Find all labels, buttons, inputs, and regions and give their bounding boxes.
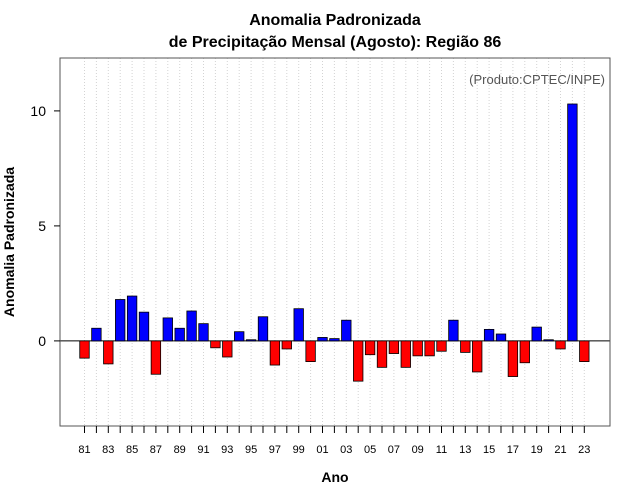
bar-1984 — [115, 299, 126, 342]
x-tick-label: 81 — [78, 444, 90, 456]
x-tick-label: 01 — [316, 444, 328, 456]
y-tick-label: 10 — [30, 103, 46, 119]
x-tick-label: 91 — [197, 444, 209, 456]
bar-1987 — [150, 340, 162, 375]
bar-2021 — [555, 340, 566, 350]
bar-1997 — [269, 340, 281, 366]
bar-2012 — [448, 319, 459, 342]
bar-1988 — [162, 317, 173, 342]
x-tick-label: 05 — [364, 444, 376, 456]
bar-2011 — [436, 340, 447, 352]
bar-1991 — [198, 323, 209, 342]
bar-1982 — [91, 327, 102, 342]
x-tick-label: 87 — [150, 444, 162, 456]
bar-2017 — [507, 340, 519, 377]
bar-2022 — [567, 103, 578, 342]
bar-2000 — [305, 340, 316, 362]
x-tick-label: 13 — [459, 444, 471, 456]
y-axis: 0 5 10 — [30, 103, 60, 349]
bar-1989 — [174, 327, 185, 342]
x-axis-title: Ano — [321, 469, 348, 485]
bar-1994 — [234, 331, 245, 342]
x-tick-label: 97 — [269, 444, 281, 456]
bar-2007 — [388, 340, 400, 354]
bar-1996 — [257, 316, 269, 342]
x-tick-label: 21 — [554, 444, 566, 456]
bar-1995 — [245, 339, 257, 342]
bar-2004 — [353, 340, 364, 382]
y-axis-title: Anomalia Padronizada — [1, 167, 17, 317]
bar-1983 — [103, 340, 114, 365]
bar-2014 — [472, 340, 483, 373]
bar-2016 — [495, 333, 507, 342]
bar-1998 — [281, 340, 292, 350]
bar-1990 — [186, 310, 197, 342]
x-tick-label: 07 — [388, 444, 400, 456]
x-tick-label: 93 — [221, 444, 233, 456]
bar-2019 — [531, 326, 542, 342]
bar-2006 — [376, 340, 388, 368]
bar-2013 — [460, 340, 471, 353]
bar-2020 — [543, 339, 554, 342]
x-tick-label: 95 — [245, 444, 257, 456]
bars — [79, 103, 590, 382]
x-tick-label: 03 — [340, 444, 352, 456]
bar-1993 — [222, 340, 233, 358]
x-tick-label: 17 — [507, 444, 519, 456]
bar-2023 — [579, 340, 590, 362]
bar-2003 — [341, 319, 352, 342]
bar-2002 — [329, 338, 340, 342]
bar-2009 — [412, 340, 423, 357]
x-tick-label: 11 — [436, 444, 447, 456]
bar-2010 — [424, 340, 435, 357]
bar-1985 — [126, 295, 138, 342]
x-tick-label: 99 — [293, 444, 305, 456]
bar-1992 — [210, 340, 221, 349]
x-tick-label: 83 — [102, 444, 114, 456]
bar-2015 — [483, 328, 495, 342]
x-tick-label: 15 — [483, 444, 495, 456]
bar-1981 — [79, 340, 90, 359]
y-tick-label: 5 — [38, 218, 46, 234]
bar-2018 — [519, 340, 530, 364]
x-tick-label: 23 — [578, 444, 590, 456]
bar-2001 — [317, 337, 328, 342]
bar-2005 — [364, 340, 376, 356]
x-tick-label: 89 — [174, 444, 186, 456]
y-tick-label: 0 — [38, 333, 46, 349]
x-axis: 81 83 85 87 89 91 93 95 97 99 01 03 05 07 09 11 13 15 17 19… — [78, 426, 590, 456]
chart-title: Anomalia Padronizada — [249, 12, 421, 29]
x-tick-label: 85 — [126, 444, 138, 456]
x-tick-label: 09 — [412, 444, 424, 456]
bar-1999 — [293, 308, 304, 342]
credit-text: (Produto:CPTEC/INPE) — [469, 72, 605, 87]
bar-1986 — [138, 311, 150, 342]
bar-2008 — [400, 340, 411, 368]
plot-frame — [59, 57, 611, 427]
chart-subtitle: de Precipitação Mensal (Agosto): Região … — [169, 34, 502, 51]
x-tick-label: 19 — [531, 444, 543, 456]
